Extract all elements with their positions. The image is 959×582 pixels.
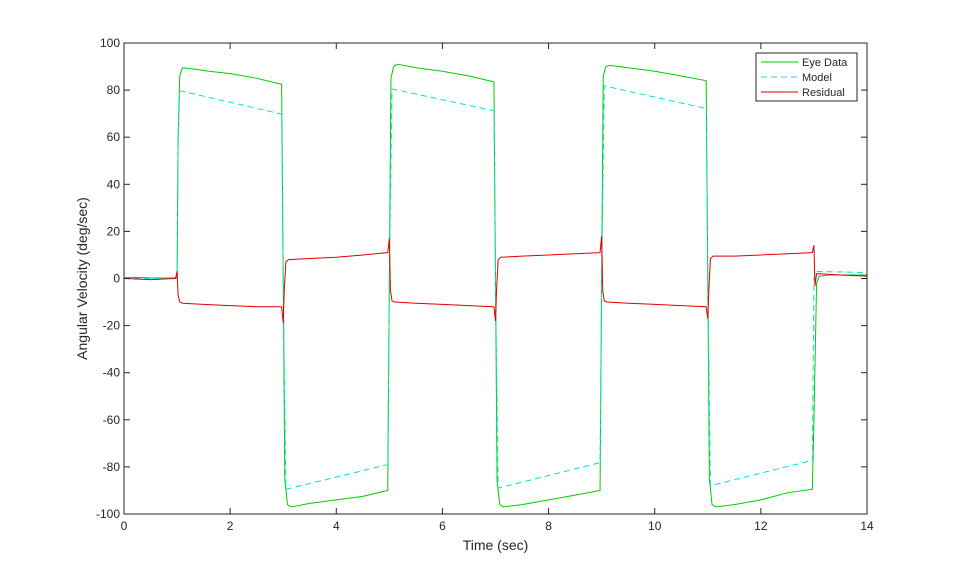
series-line-model [124,85,868,490]
series-line-residual [123,235,868,324]
x-tick-label: 4 [333,519,340,533]
y-tick-label: 60 [107,130,121,144]
y-tick-label: -20 [103,319,121,333]
y-tick-label: 0 [113,272,120,286]
x-tick-label: 8 [545,519,552,533]
x-tick-label: 2 [227,519,234,533]
x-tick-label: 12 [754,519,768,533]
y-tick-label: 20 [107,224,121,238]
y-axis: -100 -80 -60 -40 -20 0 20 40 60 80 100 [96,36,867,521]
y-tick-label: 100 [100,36,120,50]
series-layer [123,63,868,508]
legend-label: Residual [802,87,845,99]
x-tick-label: 0 [121,519,128,533]
x-tick-label: 10 [648,519,662,533]
y-tick-label: -60 [103,413,121,427]
y-tick-label: -40 [103,366,121,380]
x-axis-label: Time (sec) [463,537,529,553]
y-axis-label: Angular Velocity (deg/sec) [74,197,90,360]
x-tick-label: 6 [439,519,446,533]
x-tick-label: 14 [860,519,874,533]
y-tick-label: 40 [107,177,121,191]
legend-label: Model [802,72,832,84]
y-tick-label: -80 [103,460,121,474]
y-tick-label: -100 [96,507,120,521]
y-tick-label: 80 [107,83,121,97]
legend: Eye Data Model Residual [755,52,858,102]
legend-label: Eye Data [802,57,848,69]
x-axis: 0 2 4 6 8 10 12 14 [121,43,874,533]
